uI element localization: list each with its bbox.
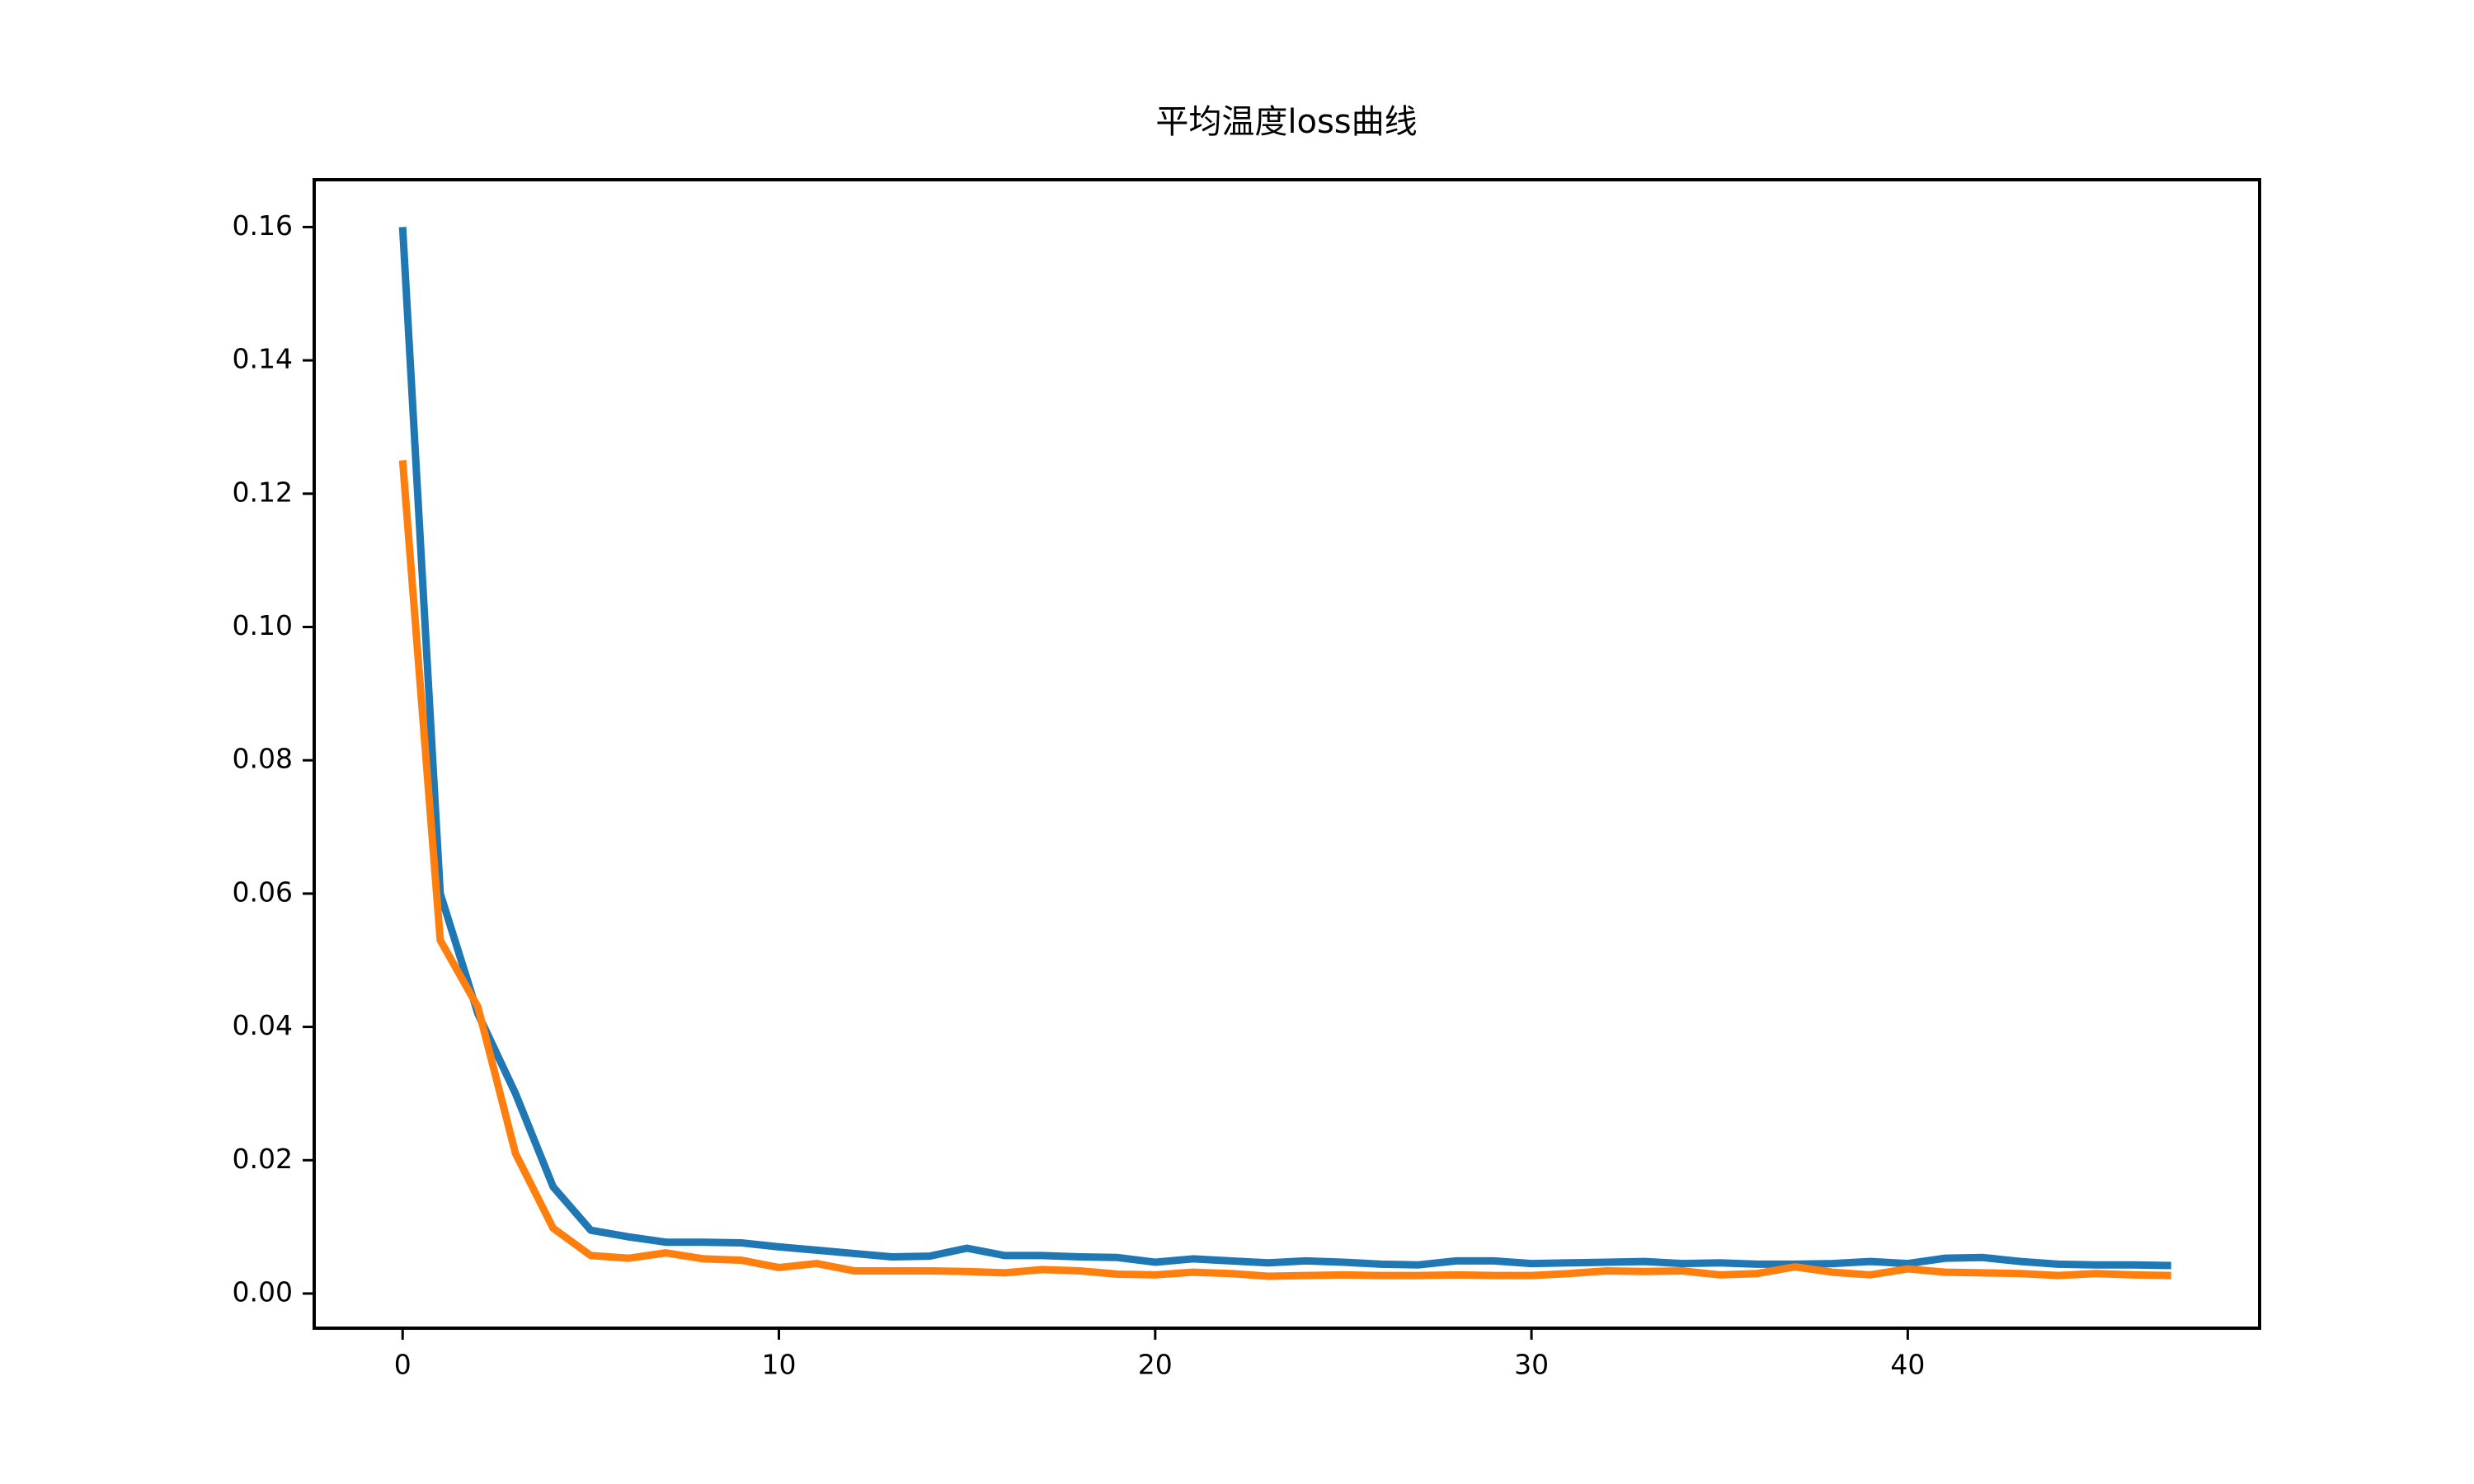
y-tick-label: 0.02 <box>233 1143 293 1175</box>
x-tick-label: 20 <box>1138 1349 1173 1381</box>
series-line <box>398 227 2171 1270</box>
y-tick-label: 0.14 <box>233 343 293 375</box>
y-tick-label: 0.08 <box>233 743 293 775</box>
y-tick-label: 0.12 <box>233 476 293 508</box>
x-tick-label: 40 <box>1890 1349 1925 1381</box>
x-tick-label: 30 <box>1514 1349 1549 1381</box>
y-tick-label: 0.16 <box>233 209 293 242</box>
y-tick-label: 0.10 <box>233 609 293 641</box>
x-tick-label: 10 <box>762 1349 797 1381</box>
x-tick-label: 0 <box>394 1349 412 1381</box>
y-tick-label: 0.04 <box>233 1009 293 1041</box>
series-line <box>398 460 2171 1280</box>
y-tick-label: 0.00 <box>233 1275 293 1308</box>
chart-title: 平均温度loss曲线 <box>1155 103 1417 141</box>
plot-frame <box>313 178 2261 1330</box>
y-tick-label: 0.06 <box>233 876 293 908</box>
